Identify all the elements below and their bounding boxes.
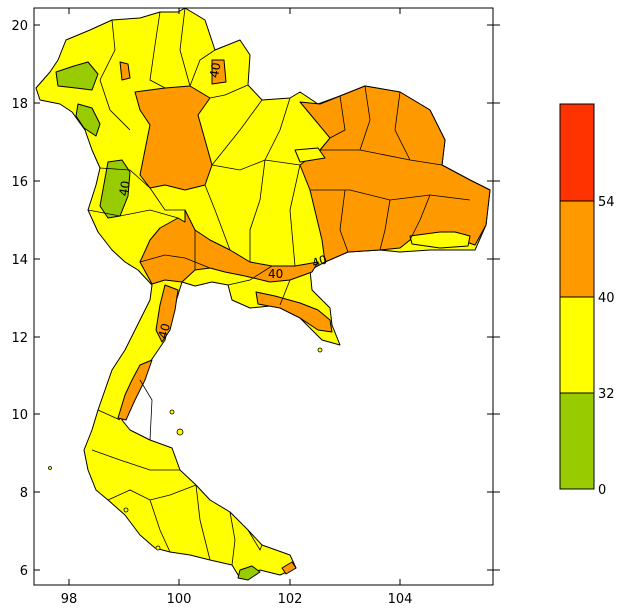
hot-zone-north-2 xyxy=(119,61,131,81)
legend-band-green xyxy=(559,392,595,490)
legend-tick-label: 54 xyxy=(598,195,615,210)
hot-zone-north xyxy=(134,85,213,191)
contour-label: 40 xyxy=(156,322,173,340)
contour-labels: 40 40 40 40 40 xyxy=(116,61,329,340)
land-regions xyxy=(35,7,491,581)
hot-zone-south-tip xyxy=(281,561,297,575)
y-tick-labels: 20 18 16 14 12 10 8 6 xyxy=(11,19,28,579)
hot-zone-east-coast xyxy=(255,291,333,333)
legend-tick-label: 32 xyxy=(598,387,615,402)
x-tick-label: 100 xyxy=(167,592,192,607)
legend-tick-labels: 54 40 32 0 xyxy=(598,195,615,498)
x-tick-labels: 98 100 102 104 xyxy=(61,592,413,607)
legend-tick-label: 40 xyxy=(598,291,615,306)
x-tick-label: 102 xyxy=(278,592,303,607)
y-tick-label: 10 xyxy=(11,408,28,423)
y-tick-label: 18 xyxy=(11,97,28,112)
y-axis xyxy=(34,24,500,571)
contour-label: 40 xyxy=(268,267,283,281)
cool-zone-2 xyxy=(75,103,101,137)
y-tick-label: 6 xyxy=(20,564,28,579)
y-tick-label: 14 xyxy=(11,253,28,268)
x-tick-label: 98 xyxy=(61,592,78,607)
contour-label: 40 xyxy=(207,61,223,78)
hot-zone-west-strip xyxy=(155,284,179,343)
legend-band-orange xyxy=(559,200,595,298)
legend-band-red xyxy=(559,103,595,202)
cool-zone-1 xyxy=(55,61,99,91)
y-tick-label: 20 xyxy=(11,19,28,34)
hot-zone-central xyxy=(139,209,319,285)
y-tick-label: 16 xyxy=(11,175,28,190)
contour-label: 40 xyxy=(310,252,329,270)
legend-tick-label: 0 xyxy=(598,483,606,498)
hot-zone-north-3 xyxy=(211,59,227,85)
mild-zone-southeast xyxy=(409,231,471,249)
x-tick-label: 104 xyxy=(388,592,413,607)
province-boundaries xyxy=(87,7,471,566)
legend-band-yellow xyxy=(559,296,595,394)
x-axis xyxy=(68,8,401,585)
y-tick-label: 12 xyxy=(11,331,28,346)
y-tick-label: 8 xyxy=(20,486,28,501)
islands xyxy=(48,347,323,551)
cool-zone-4 xyxy=(237,565,261,581)
mild-zone-northeast xyxy=(294,147,326,163)
hot-zone-south-strip xyxy=(117,359,153,421)
legend-colorbar xyxy=(559,103,595,490)
contour-label: 40 xyxy=(116,180,132,197)
